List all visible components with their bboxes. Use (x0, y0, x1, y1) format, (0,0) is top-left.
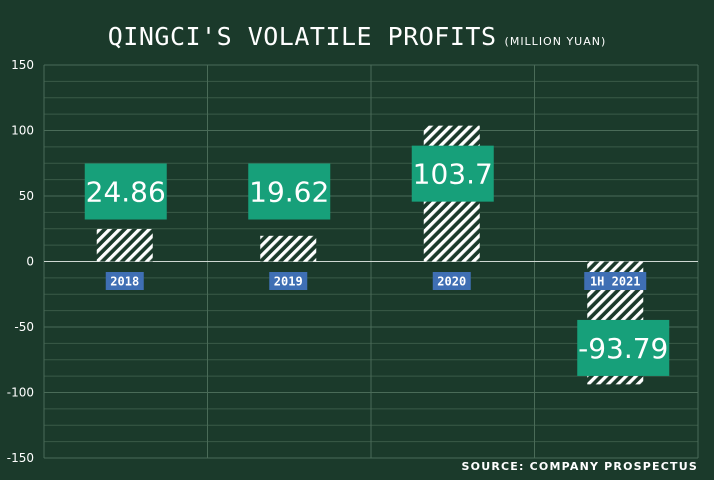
category-label: 2018 (110, 275, 139, 289)
chart-title-main: QINGCI'S VOLATILE PROFITS (107, 22, 497, 51)
value-label-box (248, 163, 331, 220)
value-label: -93.79 (578, 332, 668, 365)
bars (96, 125, 644, 385)
bar (96, 228, 153, 262)
chart-subtitle: (MILLION YUAN) (504, 35, 607, 48)
value-label: 24.86 (86, 176, 166, 209)
y-tick-label: 50 (19, 189, 34, 203)
value-label: 19.62 (249, 176, 329, 209)
category-label-box (269, 272, 308, 290)
value-label: 103.7 (413, 158, 493, 191)
value-label-box (84, 163, 167, 220)
y-axis: 150 100 50 0 -50 -100 -150 (7, 58, 34, 465)
category-label: 2019 (274, 275, 303, 289)
source-note: SOURCE: COMPANY PROSPECTUS (461, 460, 698, 473)
y-tick-label: 100 (11, 124, 34, 138)
y-tick-label: 0 (26, 255, 34, 269)
value-label-box (577, 319, 670, 376)
value-labels: 24.86 19.62 103.7 -93.79 (84, 145, 670, 376)
category-label-box (105, 272, 144, 290)
y-tick-label: -100 (7, 386, 34, 400)
y-tick-label: -50 (14, 320, 34, 334)
category-label: 2020 (437, 275, 466, 289)
category-labels: 2018 2019 2020 1H 2021 (105, 272, 647, 290)
category-label-box (584, 272, 647, 290)
value-label-box (411, 145, 494, 202)
category-label-box (432, 272, 471, 290)
chart-title: QINGCI'S VOLATILE PROFITS (MILLION YUAN) (0, 22, 714, 51)
bar (260, 235, 317, 262)
category-label: 1H 2021 (590, 275, 641, 289)
y-tick-label: 150 (11, 58, 34, 72)
y-tick-label: -150 (7, 451, 34, 465)
